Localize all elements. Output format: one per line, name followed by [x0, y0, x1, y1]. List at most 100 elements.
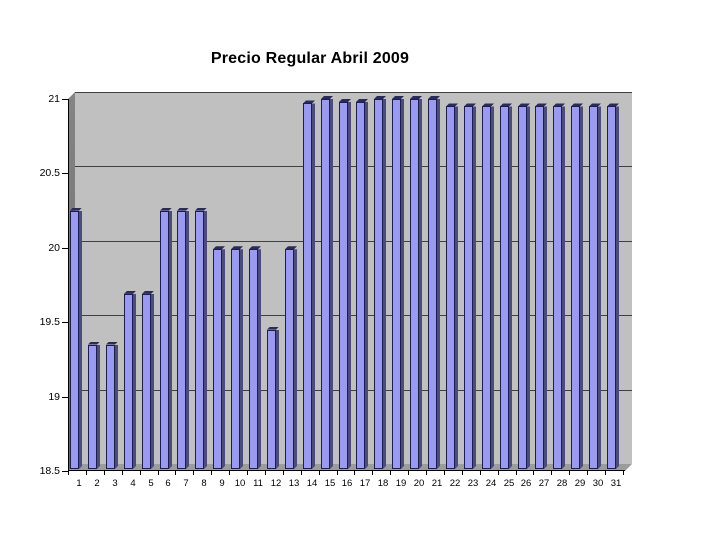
bar-side-face — [186, 211, 189, 469]
x-axis-label: 5 — [148, 478, 154, 489]
bar-side-face — [151, 294, 154, 469]
bar-side-face — [598, 106, 601, 469]
bar-top-face — [195, 208, 207, 211]
bar-side-face — [169, 211, 172, 469]
plot-floor — [68, 464, 632, 471]
bar-top-face — [124, 291, 136, 294]
bar-top-face — [356, 99, 368, 102]
gridline — [75, 389, 632, 391]
x-axis-tick — [175, 471, 176, 475]
bar-day-24 — [482, 103, 494, 469]
bar-side-face — [115, 345, 118, 469]
bar-top-face — [571, 103, 583, 106]
bar-day-4 — [124, 291, 136, 469]
x-axis-tick — [193, 471, 194, 475]
x-axis-tick — [551, 471, 552, 475]
bar-front-face — [321, 99, 330, 469]
bar-front-face — [607, 106, 616, 469]
plot-back-wall — [75, 92, 632, 464]
bar-side-face — [509, 106, 512, 469]
bar-day-18 — [374, 96, 386, 469]
bar-day-6 — [160, 208, 172, 469]
bar-side-face — [437, 99, 440, 469]
bar-side-face — [491, 106, 494, 469]
x-axis-label: 31 — [610, 478, 622, 489]
bar-day-12 — [267, 327, 279, 469]
bar-front-face — [231, 249, 240, 469]
gridline — [75, 166, 632, 168]
bar-top-face — [339, 99, 351, 102]
bar-top-face — [535, 103, 547, 106]
y-axis-tick — [62, 99, 69, 100]
x-axis-label: 23 — [467, 478, 479, 489]
bar-front-face — [518, 106, 527, 469]
bar-side-face — [544, 106, 547, 469]
bar-front-face — [446, 106, 455, 469]
bar-top-face — [374, 96, 386, 99]
x-axis-label: 21 — [431, 478, 443, 489]
bar-side-face — [527, 106, 530, 469]
bar-day-16 — [339, 99, 351, 469]
bar-front-face — [374, 99, 383, 469]
bar-front-face — [410, 99, 419, 469]
x-axis-tick — [462, 471, 463, 475]
bar-day-14 — [303, 100, 315, 469]
bar-side-face — [330, 99, 333, 469]
x-axis-tick — [337, 471, 338, 475]
bar-side-face — [294, 249, 297, 469]
x-axis-tick — [372, 471, 373, 475]
bar-side-face — [455, 106, 458, 469]
bar-day-1 — [70, 208, 82, 469]
bar-top-face — [106, 342, 118, 345]
bar-top-face — [464, 103, 476, 106]
x-axis-tick — [319, 471, 320, 475]
bar-front-face — [142, 293, 151, 469]
bar-day-13 — [285, 246, 297, 469]
x-axis-label: 3 — [112, 478, 118, 489]
y-axis-label: 19.5 — [39, 316, 60, 328]
x-axis-label: 11 — [253, 478, 263, 489]
x-axis-label: 4 — [130, 478, 136, 489]
x-axis-tick — [426, 471, 427, 475]
x-axis-tick — [480, 471, 481, 475]
x-axis-tick — [569, 471, 570, 475]
bar-day-10 — [231, 246, 243, 469]
bar-front-face — [589, 106, 598, 469]
x-axis-label: 16 — [341, 478, 353, 489]
y-axis-label: 21 — [48, 93, 60, 105]
x-axis-label: 29 — [574, 478, 586, 489]
bar-top-face — [553, 103, 565, 106]
y-axis-line — [68, 99, 69, 471]
y-axis-tick — [62, 397, 69, 398]
x-axis-tick — [623, 471, 624, 475]
bar-front-face — [500, 106, 509, 469]
bar-top-face — [446, 103, 458, 106]
bar-front-face — [124, 293, 133, 469]
bar-front-face — [267, 329, 276, 469]
bar-day-26 — [518, 103, 530, 469]
bar-day-17 — [356, 99, 368, 469]
bar-front-face — [249, 249, 258, 469]
x-axis-label: 14 — [306, 478, 318, 489]
x-axis-tick — [158, 471, 159, 475]
bar-day-3 — [106, 342, 118, 469]
bar-side-face — [312, 103, 315, 469]
bar-side-face — [276, 330, 279, 469]
bar-top-face — [177, 208, 189, 211]
y-axis-label: 18.5 — [39, 465, 60, 477]
y-axis-tick — [62, 173, 69, 174]
y-axis-label: 19 — [48, 391, 60, 403]
x-axis-label: 22 — [449, 478, 461, 489]
bar-top-face — [607, 103, 619, 106]
bar-day-2 — [88, 342, 100, 469]
bar-side-face — [204, 211, 207, 469]
x-axis-label: 10 — [234, 478, 246, 489]
bar-top-face — [249, 246, 261, 249]
bar-front-face — [339, 101, 348, 469]
bar-side-face — [419, 99, 422, 469]
bar-front-face — [303, 103, 312, 469]
x-axis-tick — [247, 471, 248, 475]
bar-top-face — [392, 96, 404, 99]
bar-top-face — [428, 96, 440, 99]
x-axis-tick — [265, 471, 266, 475]
